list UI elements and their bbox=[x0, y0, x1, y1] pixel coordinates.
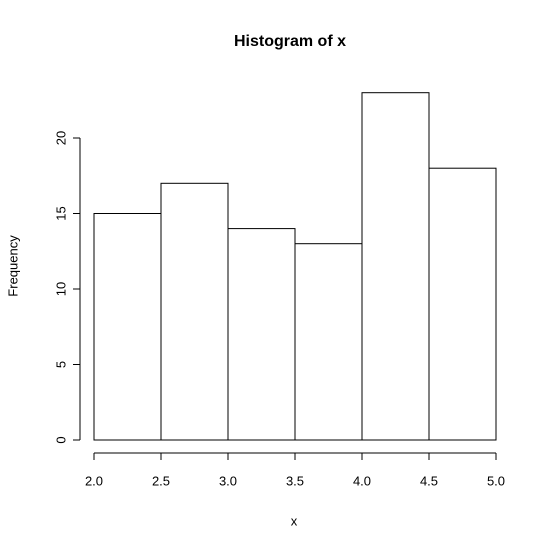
y-tick-label: 10 bbox=[53, 282, 68, 296]
y-tick-label: 15 bbox=[53, 206, 68, 220]
x-tick-label: 4.0 bbox=[353, 473, 371, 488]
bar bbox=[160, 182, 229, 441]
x-axis-label: x bbox=[291, 513, 298, 528]
x-tick-label: 3.5 bbox=[286, 473, 304, 488]
x-tick-label: 3.0 bbox=[219, 473, 237, 488]
y-tick-label: 0 bbox=[53, 436, 68, 443]
x-tick-label: 2.0 bbox=[85, 473, 103, 488]
bar bbox=[227, 228, 296, 441]
bar bbox=[361, 92, 430, 441]
x-tick-label: 4.5 bbox=[420, 473, 438, 488]
y-tick-label: 5 bbox=[53, 361, 68, 368]
bar bbox=[93, 213, 162, 441]
bar bbox=[294, 243, 363, 441]
y-tick-label: 20 bbox=[53, 131, 68, 145]
chart-title: Histogram of x bbox=[234, 33, 346, 50]
x-tick-label: 2.5 bbox=[152, 473, 170, 488]
x-tick-label: 5.0 bbox=[487, 473, 505, 488]
y-axis-label: Frequency bbox=[5, 235, 20, 297]
bar bbox=[428, 167, 497, 441]
